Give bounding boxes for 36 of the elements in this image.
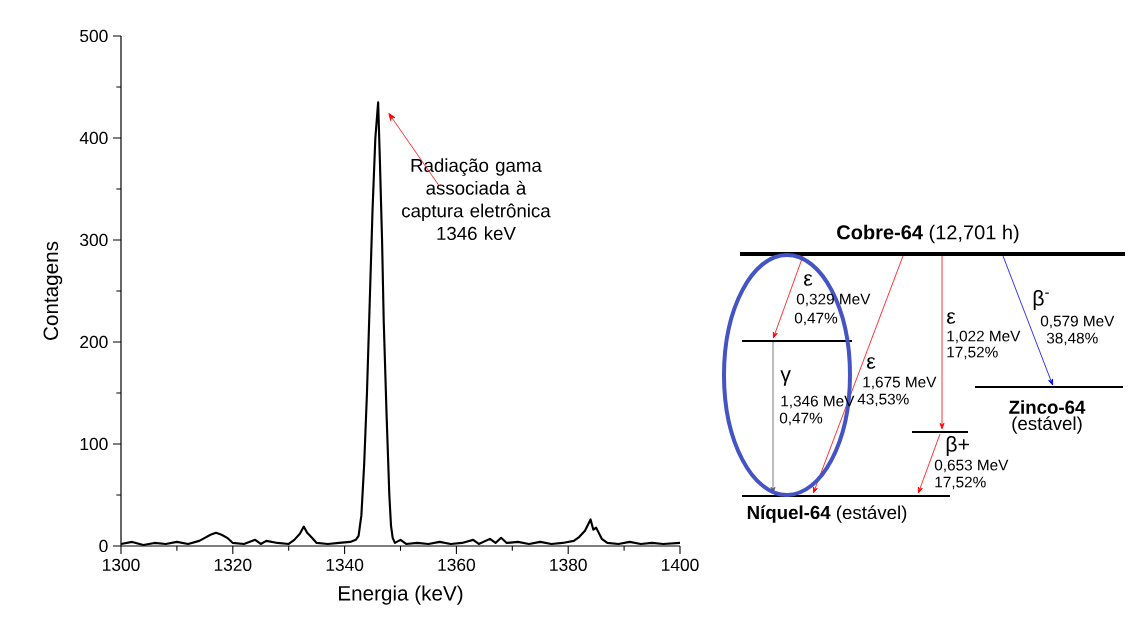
y-tick-label: 300 bbox=[80, 233, 108, 247]
text: 0,47% bbox=[794, 312, 838, 326]
annotation: Radiação gama associada à captura eletrônica 1346 keV bbox=[402, 158, 551, 241]
text: 38,48% bbox=[1046, 332, 1098, 346]
y-tick-label: 0 bbox=[99, 539, 108, 553]
text: ε bbox=[947, 312, 956, 324]
x-tick-label: 1380 bbox=[550, 558, 587, 571]
text: γ bbox=[780, 370, 791, 386]
text: ε bbox=[867, 357, 876, 369]
y-tick-label: 100 bbox=[80, 437, 108, 451]
x-tick-label: 1300 bbox=[103, 558, 140, 571]
text: Níquel-64 (estável) bbox=[747, 505, 907, 523]
text: 0,47% bbox=[779, 412, 823, 426]
x-tick-label: 1400 bbox=[662, 558, 699, 571]
text: 17,52% bbox=[935, 476, 986, 490]
text: 1,022 MeV bbox=[947, 330, 1021, 344]
text: 17,52% bbox=[947, 346, 998, 360]
x-tick-label: 1360 bbox=[438, 558, 476, 571]
x-tick-label: 1320 bbox=[214, 558, 252, 571]
y-tick-label: 500 bbox=[80, 29, 108, 43]
text: 0,579 MeV bbox=[1040, 315, 1115, 329]
text: Cobre-64 (12,701 h) bbox=[837, 224, 1019, 244]
text: β+ bbox=[946, 436, 969, 456]
y-tick-label: 200 bbox=[80, 335, 108, 349]
text: 43,53% bbox=[857, 393, 909, 407]
text: 1,675 MeV bbox=[863, 376, 937, 390]
y-axis-title: Contagens bbox=[43, 241, 63, 340]
text: ε bbox=[804, 274, 813, 286]
x-axis-title: Energia (keV) bbox=[339, 585, 463, 605]
text: β$^{-}$ bbox=[1033, 290, 1049, 310]
text: (estável) bbox=[1012, 416, 1082, 434]
text: Zinco-64 bbox=[1009, 400, 1086, 414]
y-tick-label: 400 bbox=[79, 131, 108, 145]
text: 0,329 MeV bbox=[796, 293, 871, 307]
text: 0,653 MeV bbox=[934, 459, 1009, 473]
x-tick-label: 1340 bbox=[326, 558, 364, 571]
